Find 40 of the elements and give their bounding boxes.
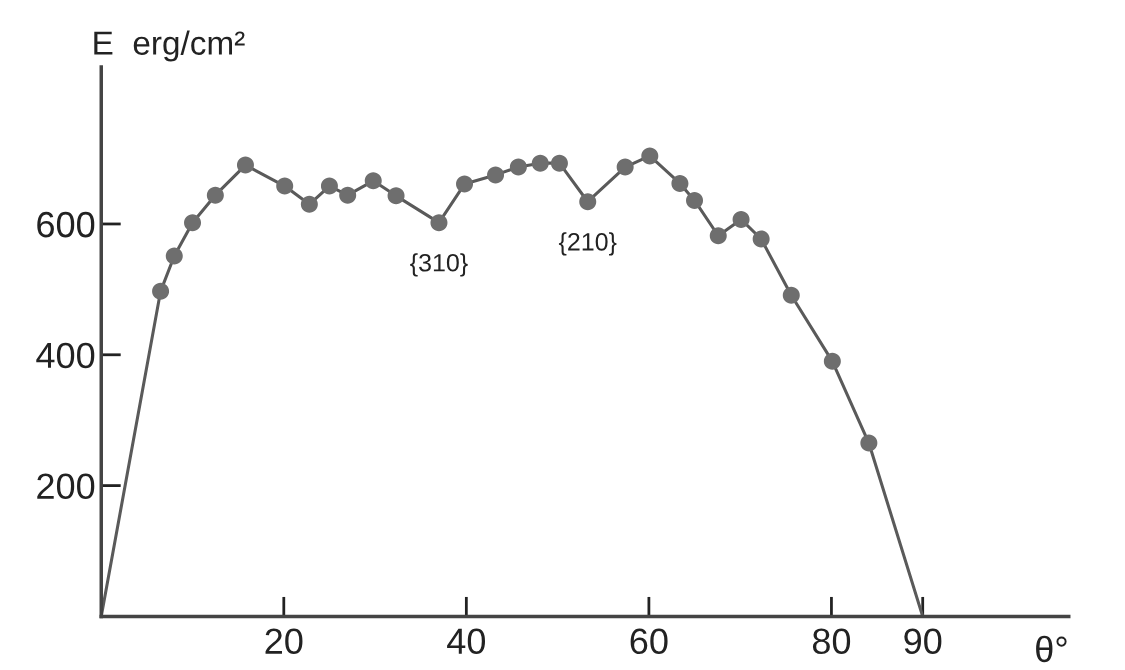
y-tick-label: 200 — [37, 473, 95, 500]
point — [686, 191, 704, 209]
point — [641, 147, 659, 165]
point — [165, 247, 183, 265]
point — [487, 166, 505, 184]
point — [152, 282, 170, 300]
point — [320, 177, 338, 195]
point — [456, 175, 474, 193]
y-tick-label: 600 — [37, 211, 95, 238]
point — [236, 156, 254, 174]
point — [339, 186, 357, 204]
point — [671, 174, 689, 192]
x-tick-label: 60 — [630, 628, 668, 655]
point — [732, 210, 750, 228]
point — [430, 214, 448, 232]
point — [550, 154, 568, 172]
point — [860, 434, 878, 452]
x-axis-title: θ° — [1036, 635, 1067, 663]
point — [276, 177, 294, 195]
x-tick-label: 20 — [265, 628, 303, 655]
x-tick-label: 80 — [812, 628, 851, 655]
point — [387, 187, 405, 205]
point — [752, 230, 770, 248]
point — [709, 227, 727, 245]
annotation: {310} — [410, 253, 468, 277]
point — [300, 195, 318, 213]
x-tick-label: 90 — [904, 628, 942, 655]
point — [823, 352, 841, 370]
point — [616, 158, 634, 176]
point — [782, 286, 800, 304]
point — [531, 154, 549, 172]
y-axis-title: E erg/cm² — [94, 30, 245, 62]
point — [206, 186, 224, 204]
point — [509, 158, 527, 176]
point — [579, 193, 597, 211]
y-tick-label: 400 — [36, 342, 95, 369]
point — [364, 172, 382, 190]
x-tick-label: 40 — [447, 628, 486, 655]
point — [184, 214, 202, 232]
annotation: {210} — [558, 232, 617, 256]
